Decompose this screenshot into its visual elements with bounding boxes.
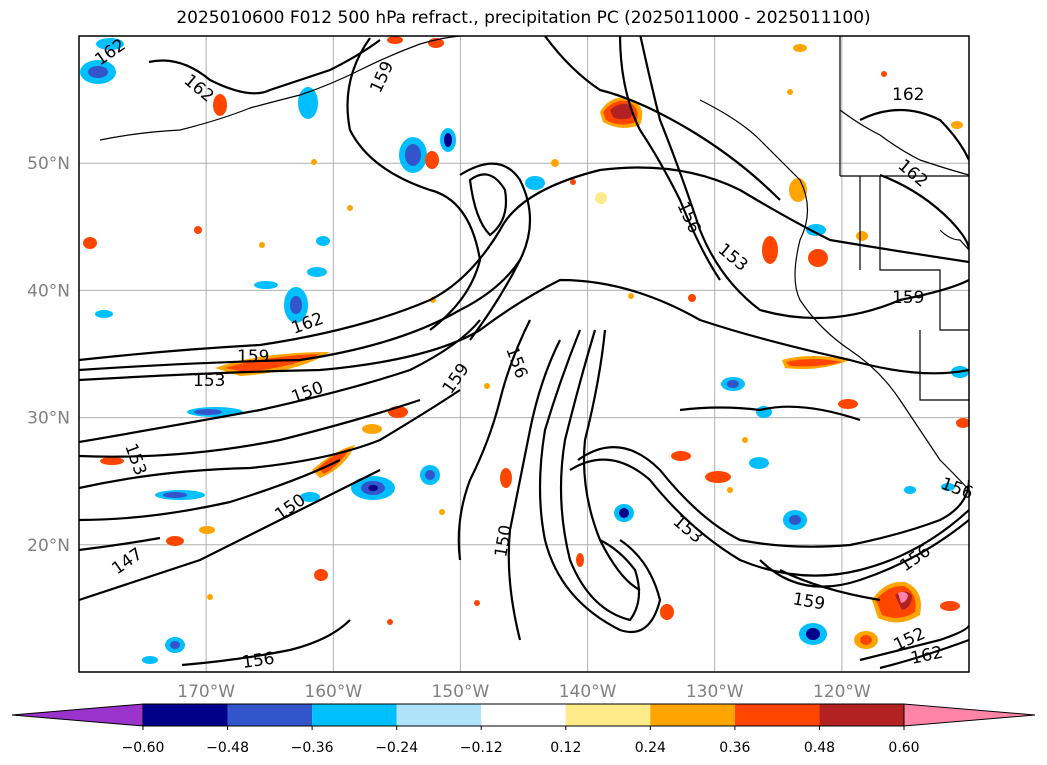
colorbar-frame [142,703,905,727]
colorbar-tick-label: −0.60 [122,740,165,756]
coastlines [99,36,969,491]
colorbar-tick-label: −0.24 [375,740,418,756]
latitude-label: 20°N [27,536,70,556]
map-title: 2025010600 F012 500 hPa refract., precip… [176,8,871,28]
colorbar-segment [227,704,313,726]
colorbar-segment [312,704,397,726]
longitude-label: 130°W [686,682,744,702]
colorbar-segment [396,704,482,726]
colorbar-segment [481,704,566,726]
contour-label: 153 [193,371,225,391]
precip-shading [80,36,969,664]
colorbar-tick-label: 0.48 [804,740,835,756]
colorbar-segment [565,704,651,726]
longitude-labels: 170°W 160°W 150°W 140°W 130°W 120°W [177,682,871,702]
longitude-label: 140°W [559,682,617,702]
colorbar-tick-label: 0.36 [719,740,750,756]
map-panel[interactable] [78,34,970,673]
longitude-label: 160°W [304,682,362,702]
colorbar-tick-label: −0.12 [460,740,503,756]
colorbar-tick-label: −0.48 [206,740,249,756]
contour-label: 162 [892,85,924,105]
colorbar-extend-high [903,703,1036,727]
colorbar-tick-label: 0.60 [888,740,919,756]
contour-label: 159 [237,347,269,367]
latitude-label: 50°N [27,154,70,174]
colorbar-tick-label: −0.36 [291,740,334,756]
colorbar-segment [143,704,228,726]
colorbar-extend-low [11,703,144,727]
latitude-label: 30°N [27,409,70,429]
colorbar-segment [650,704,735,726]
map-frame [78,35,970,673]
colorbar-tick-label: 0.24 [635,740,666,756]
latitude-label: 40°N [27,281,70,301]
colorbar-segment [819,704,904,726]
latitude-labels: 50°N 40°N 30°N 20°N [27,154,70,556]
contour-label: 159 [892,288,924,308]
contour-label: 156 [241,649,276,673]
colorbar-segment [734,704,820,726]
longitude-label: 150°W [432,682,490,702]
refractivity-contours [79,36,969,670]
colorbar: −0.60 −0.48 −0.36 −0.24 −0.12 0.12 0.24 0.36 0.4… [11,703,1036,756]
longitude-label: 170°W [177,682,235,702]
colorbar-tick-label: 0.12 [550,740,581,756]
longitude-label: 120°W [813,682,871,702]
